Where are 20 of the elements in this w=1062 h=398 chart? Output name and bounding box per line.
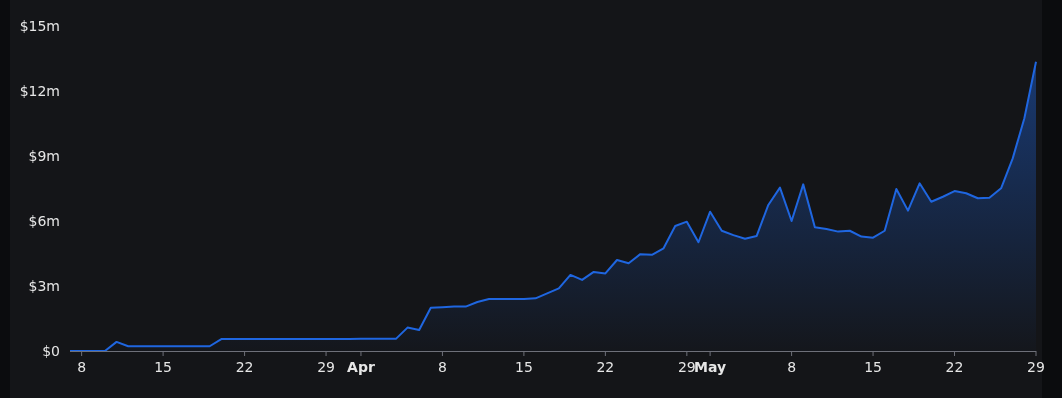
x-tick-label: 22: [945, 359, 964, 375]
y-tick-label: $12m: [19, 83, 60, 99]
y-tick-label: $6m: [28, 213, 60, 229]
y-tick-label: $9m: [28, 148, 60, 164]
x-tick-label: 8: [437, 359, 447, 375]
y-tick-label: $15m: [19, 18, 60, 34]
y-tick-label: $0: [42, 343, 60, 359]
x-tick-label: Apr: [347, 359, 375, 375]
x-tick-label: 29: [1027, 359, 1045, 375]
x-tick-label: 15: [864, 359, 882, 375]
x-tick-label: 8: [787, 359, 797, 375]
x-tick-label: 29: [317, 359, 335, 375]
x-tick-label: 22: [596, 359, 615, 375]
x-tick-label: May: [694, 359, 727, 375]
x-tick-label: 22: [235, 359, 254, 375]
x-tick-label: 29: [677, 359, 696, 375]
x-tick-label: 15: [154, 359, 173, 375]
x-tick-label: 8: [77, 359, 87, 375]
x-tick-label: 15: [514, 359, 533, 375]
y-tick-label: $3m: [28, 278, 60, 294]
